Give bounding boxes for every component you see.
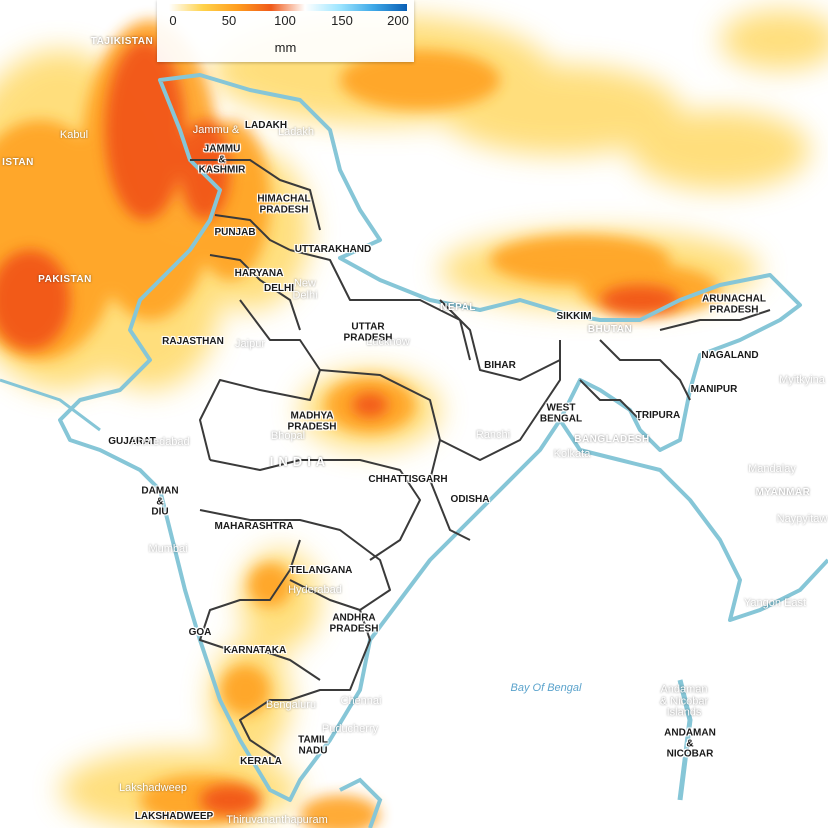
india-boundary [58, 73, 802, 802]
precipitation-legend: 0 50 100 150 200 mm [157, 0, 414, 62]
legend-tick-50: 50 [221, 13, 237, 28]
legend-tick-100: 100 [274, 13, 296, 28]
sri-lanka-outline [339, 777, 383, 828]
bay-coast [558, 418, 828, 622]
andaman-islands [677, 679, 693, 801]
legend-unit: mm [274, 40, 297, 55]
legend-tick-150: 150 [331, 13, 353, 28]
pakistan-border [0, 378, 101, 432]
legend-color-ramp [169, 4, 407, 11]
legend-tick-200: 200 [387, 13, 409, 28]
legend-tick-0: 0 [169, 13, 177, 28]
